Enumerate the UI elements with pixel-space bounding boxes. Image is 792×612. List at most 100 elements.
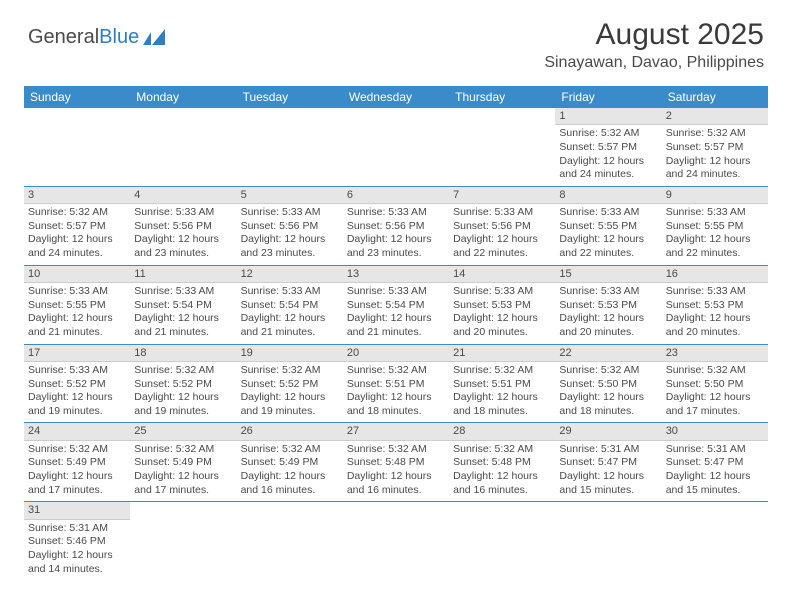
sunrise-text: Sunrise: 5:33 AM: [559, 206, 657, 220]
page-title: August 2025: [544, 18, 764, 52]
sunrise-text: Sunrise: 5:33 AM: [666, 285, 764, 299]
calendar-day-cell: 17Sunrise: 5:33 AMSunset: 5:52 PMDayligh…: [24, 344, 130, 423]
calendar-day-cell: 24Sunrise: 5:32 AMSunset: 5:49 PMDayligh…: [24, 423, 130, 502]
day-number: 18: [130, 345, 236, 362]
calendar-blank-cell: [449, 108, 555, 186]
sunset-text: Sunset: 5:46 PM: [28, 535, 126, 549]
sunrise-text: Sunrise: 5:32 AM: [241, 443, 339, 457]
sunrise-text: Sunrise: 5:32 AM: [241, 364, 339, 378]
calendar-week-row: 1Sunrise: 5:32 AMSunset: 5:57 PMDaylight…: [24, 108, 768, 186]
day-number: 17: [24, 345, 130, 362]
day-info: Sunrise: 5:32 AMSunset: 5:50 PMDaylight:…: [662, 362, 768, 423]
day-number: 6: [343, 187, 449, 204]
calendar-blank-cell: [130, 108, 236, 186]
calendar-week-row: 10Sunrise: 5:33 AMSunset: 5:55 PMDayligh…: [24, 265, 768, 344]
daylight-text-1: Daylight: 12 hours: [347, 391, 445, 405]
calendar-blank-cell: [343, 108, 449, 186]
sunset-text: Sunset: 5:47 PM: [559, 456, 657, 470]
sunrise-text: Sunrise: 5:32 AM: [134, 364, 232, 378]
sunset-text: Sunset: 5:51 PM: [347, 378, 445, 392]
sunset-text: Sunset: 5:55 PM: [559, 220, 657, 234]
sunset-text: Sunset: 5:57 PM: [666, 141, 764, 155]
day-number: 14: [449, 266, 555, 283]
sunset-text: Sunset: 5:52 PM: [134, 378, 232, 392]
calendar-day-cell: 2Sunrise: 5:32 AMSunset: 5:57 PMDaylight…: [662, 108, 768, 186]
logo-text-general: General: [28, 26, 99, 49]
day-info: Sunrise: 5:32 AMSunset: 5:49 PMDaylight:…: [130, 441, 236, 502]
calendar-day-cell: 9Sunrise: 5:33 AMSunset: 5:55 PMDaylight…: [662, 186, 768, 265]
sunrise-text: Sunrise: 5:33 AM: [347, 285, 445, 299]
daylight-text-2: and 24 minutes.: [28, 247, 126, 261]
day-number: 23: [662, 345, 768, 362]
sunrise-text: Sunrise: 5:32 AM: [347, 443, 445, 457]
weekday-header: Monday: [130, 86, 236, 108]
sunrise-text: Sunrise: 5:33 AM: [559, 285, 657, 299]
day-info: Sunrise: 5:32 AMSunset: 5:48 PMDaylight:…: [449, 441, 555, 502]
sunrise-text: Sunrise: 5:32 AM: [453, 364, 551, 378]
day-number: 15: [555, 266, 661, 283]
sunrise-text: Sunrise: 5:32 AM: [134, 443, 232, 457]
day-info: Sunrise: 5:33 AMSunset: 5:56 PMDaylight:…: [130, 204, 236, 265]
day-info: Sunrise: 5:31 AMSunset: 5:47 PMDaylight:…: [662, 441, 768, 502]
calendar-body: 1Sunrise: 5:32 AMSunset: 5:57 PMDaylight…: [24, 108, 768, 580]
calendar-blank-cell: [237, 502, 343, 580]
day-info: Sunrise: 5:32 AMSunset: 5:49 PMDaylight:…: [24, 441, 130, 502]
daylight-text-1: Daylight: 12 hours: [453, 233, 551, 247]
day-info: Sunrise: 5:31 AMSunset: 5:47 PMDaylight:…: [555, 441, 661, 502]
daylight-text-2: and 18 minutes.: [453, 405, 551, 419]
daylight-text-1: Daylight: 12 hours: [28, 312, 126, 326]
sunset-text: Sunset: 5:50 PM: [666, 378, 764, 392]
day-number: 25: [130, 423, 236, 440]
day-info: Sunrise: 5:33 AMSunset: 5:56 PMDaylight:…: [237, 204, 343, 265]
calendar-day-cell: 12Sunrise: 5:33 AMSunset: 5:54 PMDayligh…: [237, 265, 343, 344]
calendar-blank-cell: [662, 502, 768, 580]
day-number: 3: [24, 187, 130, 204]
day-info: Sunrise: 5:33 AMSunset: 5:52 PMDaylight:…: [24, 362, 130, 423]
daylight-text-1: Daylight: 12 hours: [241, 470, 339, 484]
daylight-text-2: and 23 minutes.: [347, 247, 445, 261]
calendar-day-cell: 16Sunrise: 5:33 AMSunset: 5:53 PMDayligh…: [662, 265, 768, 344]
day-info: Sunrise: 5:33 AMSunset: 5:56 PMDaylight:…: [343, 204, 449, 265]
sunrise-text: Sunrise: 5:33 AM: [134, 206, 232, 220]
daylight-text-1: Daylight: 12 hours: [347, 233, 445, 247]
sunset-text: Sunset: 5:56 PM: [453, 220, 551, 234]
calendar-blank-cell: [24, 108, 130, 186]
sunset-text: Sunset: 5:52 PM: [241, 378, 339, 392]
daylight-text-2: and 20 minutes.: [559, 326, 657, 340]
day-info: Sunrise: 5:33 AMSunset: 5:54 PMDaylight:…: [130, 283, 236, 344]
daylight-text-1: Daylight: 12 hours: [241, 391, 339, 405]
daylight-text-2: and 19 minutes.: [241, 405, 339, 419]
calendar-day-cell: 6Sunrise: 5:33 AMSunset: 5:56 PMDaylight…: [343, 186, 449, 265]
calendar-day-cell: 23Sunrise: 5:32 AMSunset: 5:50 PMDayligh…: [662, 344, 768, 423]
day-info: Sunrise: 5:32 AMSunset: 5:50 PMDaylight:…: [555, 362, 661, 423]
weekday-header-row: SundayMondayTuesdayWednesdayThursdayFrid…: [24, 86, 768, 108]
sunset-text: Sunset: 5:52 PM: [28, 378, 126, 392]
daylight-text-2: and 22 minutes.: [559, 247, 657, 261]
sunset-text: Sunset: 5:56 PM: [134, 220, 232, 234]
sunrise-text: Sunrise: 5:33 AM: [453, 206, 551, 220]
day-number: 31: [24, 502, 130, 519]
sunset-text: Sunset: 5:57 PM: [559, 141, 657, 155]
day-info: Sunrise: 5:33 AMSunset: 5:54 PMDaylight:…: [237, 283, 343, 344]
calendar-blank-cell: [449, 502, 555, 580]
daylight-text-2: and 16 minutes.: [347, 484, 445, 498]
daylight-text-1: Daylight: 12 hours: [28, 391, 126, 405]
daylight-text-2: and 17 minutes.: [134, 484, 232, 498]
calendar-day-cell: 21Sunrise: 5:32 AMSunset: 5:51 PMDayligh…: [449, 344, 555, 423]
calendar-week-row: 3Sunrise: 5:32 AMSunset: 5:57 PMDaylight…: [24, 186, 768, 265]
sunset-text: Sunset: 5:47 PM: [666, 456, 764, 470]
day-info: Sunrise: 5:32 AMSunset: 5:57 PMDaylight:…: [662, 125, 768, 186]
day-info: Sunrise: 5:32 AMSunset: 5:57 PMDaylight:…: [555, 125, 661, 186]
sunrise-text: Sunrise: 5:33 AM: [666, 206, 764, 220]
daylight-text-2: and 20 minutes.: [666, 326, 764, 340]
day-number: 9: [662, 187, 768, 204]
calendar-day-cell: 30Sunrise: 5:31 AMSunset: 5:47 PMDayligh…: [662, 423, 768, 502]
daylight-text-2: and 24 minutes.: [559, 168, 657, 182]
sunset-text: Sunset: 5:55 PM: [666, 220, 764, 234]
sunrise-text: Sunrise: 5:33 AM: [134, 285, 232, 299]
daylight-text-1: Daylight: 12 hours: [666, 155, 764, 169]
day-number: 19: [237, 345, 343, 362]
daylight-text-2: and 21 minutes.: [241, 326, 339, 340]
daylight-text-2: and 15 minutes.: [559, 484, 657, 498]
sunrise-text: Sunrise: 5:32 AM: [559, 127, 657, 141]
